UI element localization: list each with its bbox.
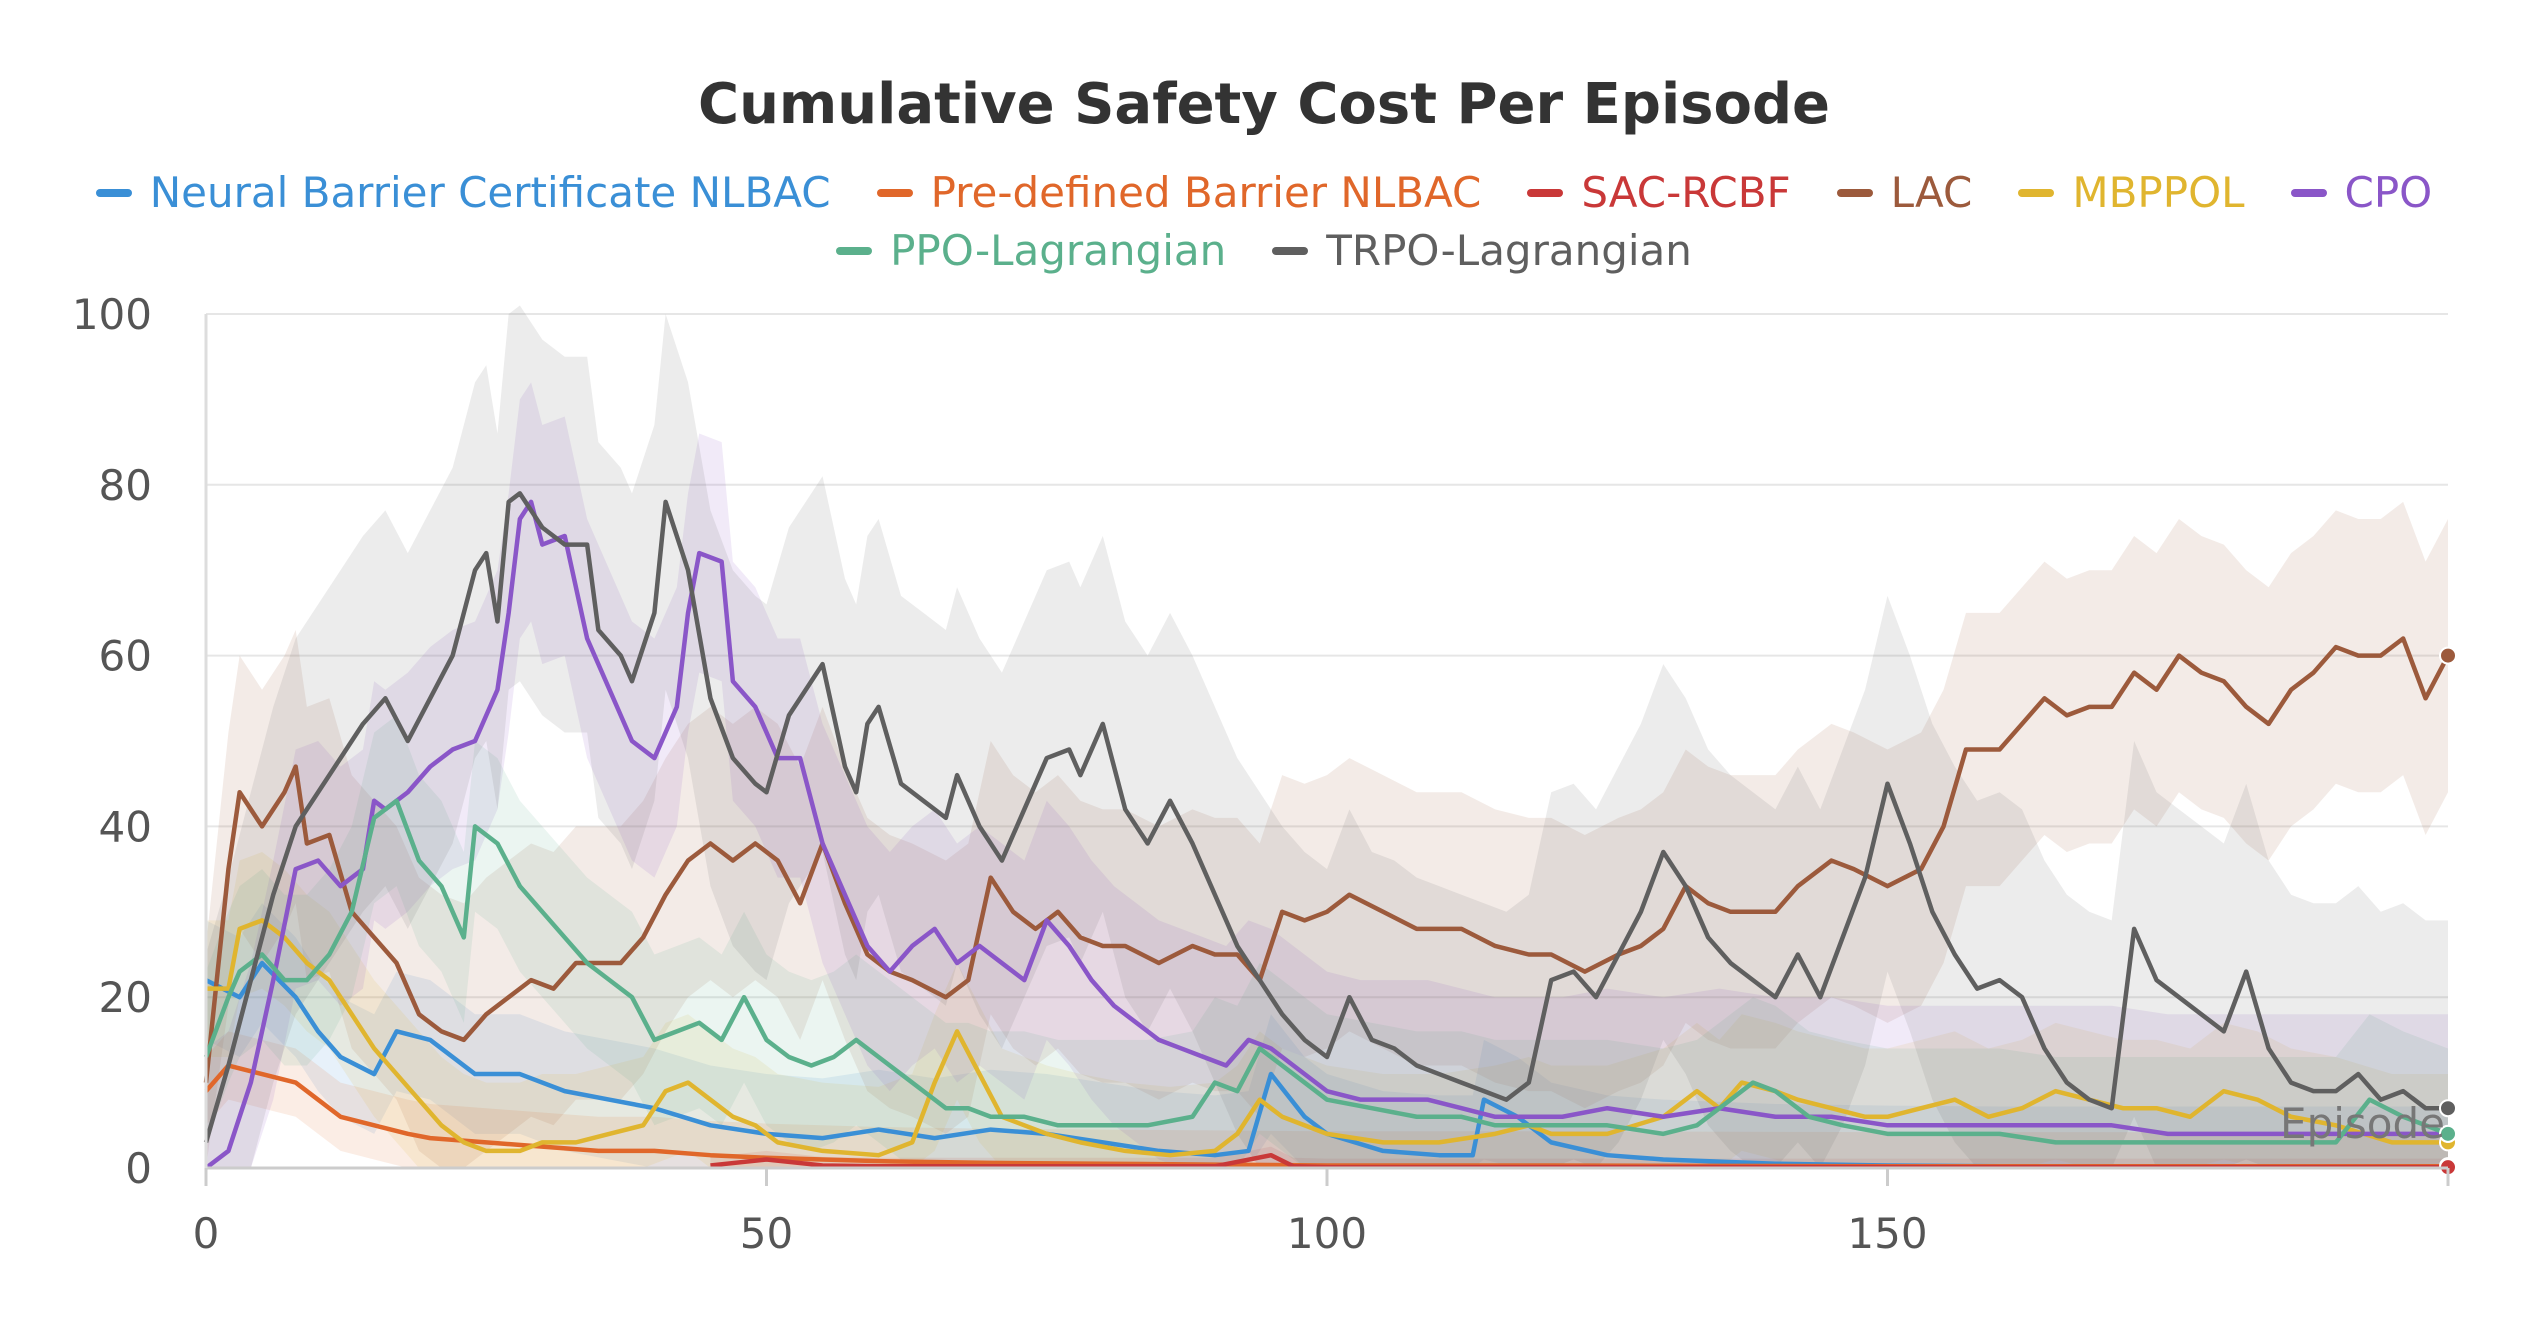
legend-swatch — [1836, 188, 1873, 197]
series-end-marker — [2439, 646, 2457, 665]
legend-row-2: PPO-Lagrangian TRPO-Lagrangian — [0, 226, 2528, 275]
y-tick-label: 80 — [99, 461, 152, 510]
legend-item[interactable]: TRPO-Lagrangian — [1272, 226, 1692, 275]
y-tick-label: 100 — [72, 290, 152, 339]
legend-swatch — [1272, 246, 1309, 255]
legend-label: CPO — [2344, 168, 2433, 217]
legend-item[interactable]: CPO — [2290, 168, 2433, 217]
legend-item[interactable]: Pre-defined Barrier NLBAC — [876, 168, 1482, 217]
legend-label: SAC-RCBF — [1581, 168, 1791, 217]
legend-item[interactable]: SAC-RCBF — [1527, 168, 1791, 217]
legend-label: Neural Barrier Certificate NLBAC — [149, 168, 831, 217]
legend-label: PPO-Lagrangian — [890, 226, 1227, 275]
legend-swatch — [876, 188, 913, 197]
series-end-marker — [2439, 1124, 2457, 1143]
x-tick-label: 150 — [1847, 1209, 1927, 1258]
legend-swatch — [2290, 188, 2327, 197]
axes: 0 20 40 60 80 100 0 50 100 150 — [72, 290, 2450, 1258]
legend-item[interactable]: LAC — [1836, 168, 1973, 217]
series-line — [206, 918, 2448, 1158]
legend-swatch — [836, 246, 873, 255]
chart-title: Cumulative Safety Cost Per Episode — [697, 72, 1831, 137]
series-band — [206, 305, 2448, 1169]
legend-swatch — [95, 188, 132, 197]
legend-label: Pre-defined Barrier NLBAC — [930, 168, 1482, 217]
grid-lines — [206, 313, 2448, 999]
legend-item[interactable]: PPO-Lagrangian — [836, 226, 1226, 275]
legend-label: MBPPOL — [2072, 168, 2245, 217]
y-tick-label: 60 — [99, 632, 152, 681]
legend-label: LAC — [1890, 168, 1973, 217]
series-end-marker — [2439, 1099, 2457, 1118]
series-band — [206, 501, 2448, 1168]
series-band — [206, 715, 2448, 1168]
legend-item[interactable]: Neural Barrier Certificate NLBAC — [95, 168, 831, 217]
series-line — [204, 499, 2448, 1170]
y-tick-label: 20 — [99, 973, 152, 1022]
legend-item[interactable]: MBPPOL — [2018, 168, 2245, 217]
series-line — [204, 960, 2448, 1169]
confidence-bands — [206, 305, 2449, 1169]
y-tick-label: 0 — [125, 1144, 152, 1193]
x-tick-label: 100 — [1287, 1209, 1367, 1258]
x-axis-label: Episode — [2280, 1099, 2445, 1148]
series-band — [206, 852, 2448, 1168]
series-band — [206, 903, 2448, 1168]
series-line — [203, 491, 2448, 1144]
y-tick-label: 40 — [99, 802, 152, 851]
legend-swatch — [2018, 188, 2055, 197]
series-line — [203, 798, 2449, 1145]
legend-label: TRPO-Lagrangian — [1326, 226, 1692, 275]
x-tick-label: 0 — [193, 1209, 220, 1258]
legend-swatch — [1527, 188, 1564, 197]
series-line — [203, 636, 2450, 1083]
x-tick-label: 50 — [740, 1209, 793, 1258]
series-lines — [203, 491, 2457, 1177]
legend-row-1: Neural Barrier Certificate NLBAC Pre-defi… — [0, 168, 2528, 217]
